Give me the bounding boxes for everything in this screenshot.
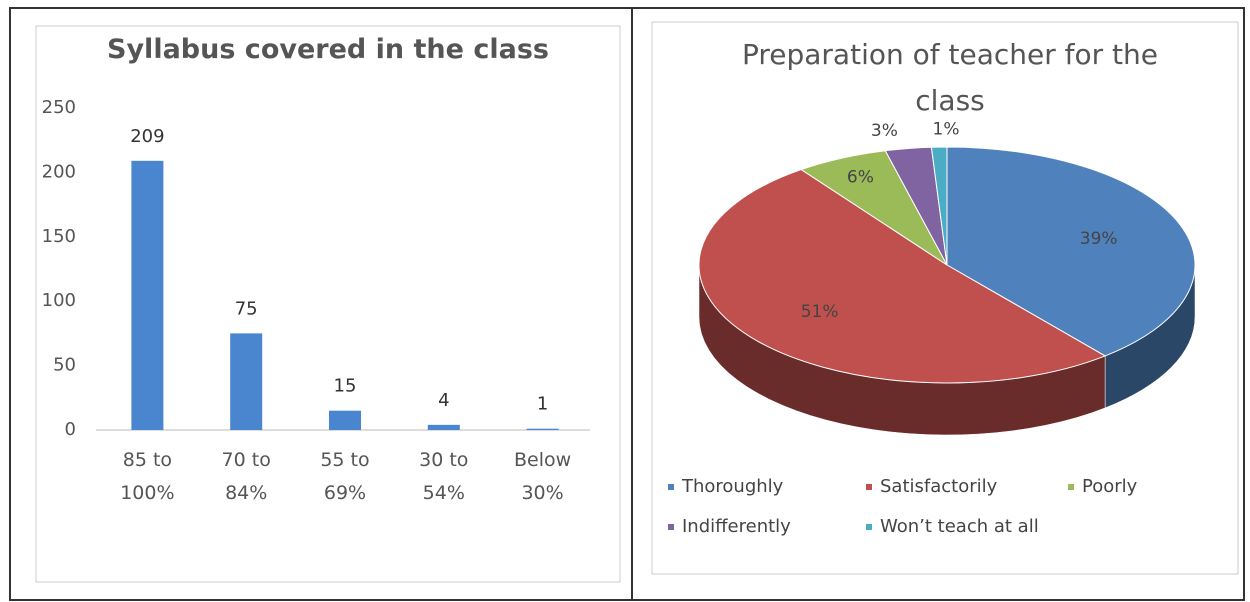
value-label: 1 [537,394,548,415]
value-label: 15 [334,376,357,397]
legend-swatch [866,524,872,530]
value-label: 75 [235,298,258,319]
value-label: 6% [847,167,874,187]
legend-label: Thoroughly [681,476,784,497]
value-label: 3% [871,121,898,141]
y-tick-label: 100 [42,290,76,311]
bar-chart-title: Syllabus covered in the class [107,34,549,65]
pie-chart-frame [651,21,1239,575]
legend-label: Poorly [1082,476,1138,497]
slice [698,168,1107,384]
legend-label: Indifferently [682,516,791,537]
legend-swatch [1068,484,1074,490]
outer-frame [9,7,1245,601]
bar [230,333,263,430]
value-label: 4 [438,390,449,411]
y-tick-label: 200 [42,161,76,182]
legend-swatch [866,484,872,490]
x-tick-label: 85 to 100% [120,449,175,504]
x-tick-label: 30 to 54% [419,449,469,504]
bar [329,410,361,430]
bar [427,424,460,430]
bar-chart-frame [35,25,621,583]
x-tick-label: 70 to 84% [221,449,271,504]
y-tick-label: 50 [53,355,76,376]
slice [946,146,1196,357]
value-label: 39% [1080,229,1118,249]
legend-swatch [668,484,674,490]
slice [930,146,948,266]
legend-label: Satisfactorily [880,476,998,497]
y-tick-label: 0 [65,419,76,440]
y-tick-label: 150 [42,226,76,247]
y-tick-label: 250 [42,97,76,118]
legend-label: Won’t teach at all [880,516,1039,537]
x-tick-label: 55 to 69% [320,449,370,504]
bar [131,160,164,431]
bar [526,428,559,430]
pie-chart-title: Preparation of teacher for the class [741,38,1159,117]
legend-swatch [668,524,674,530]
x-tick-label: Below 30% [514,449,572,504]
value-label: 209 [130,126,164,147]
value-label: 51% [801,302,839,322]
value-label: 1% [933,119,960,139]
